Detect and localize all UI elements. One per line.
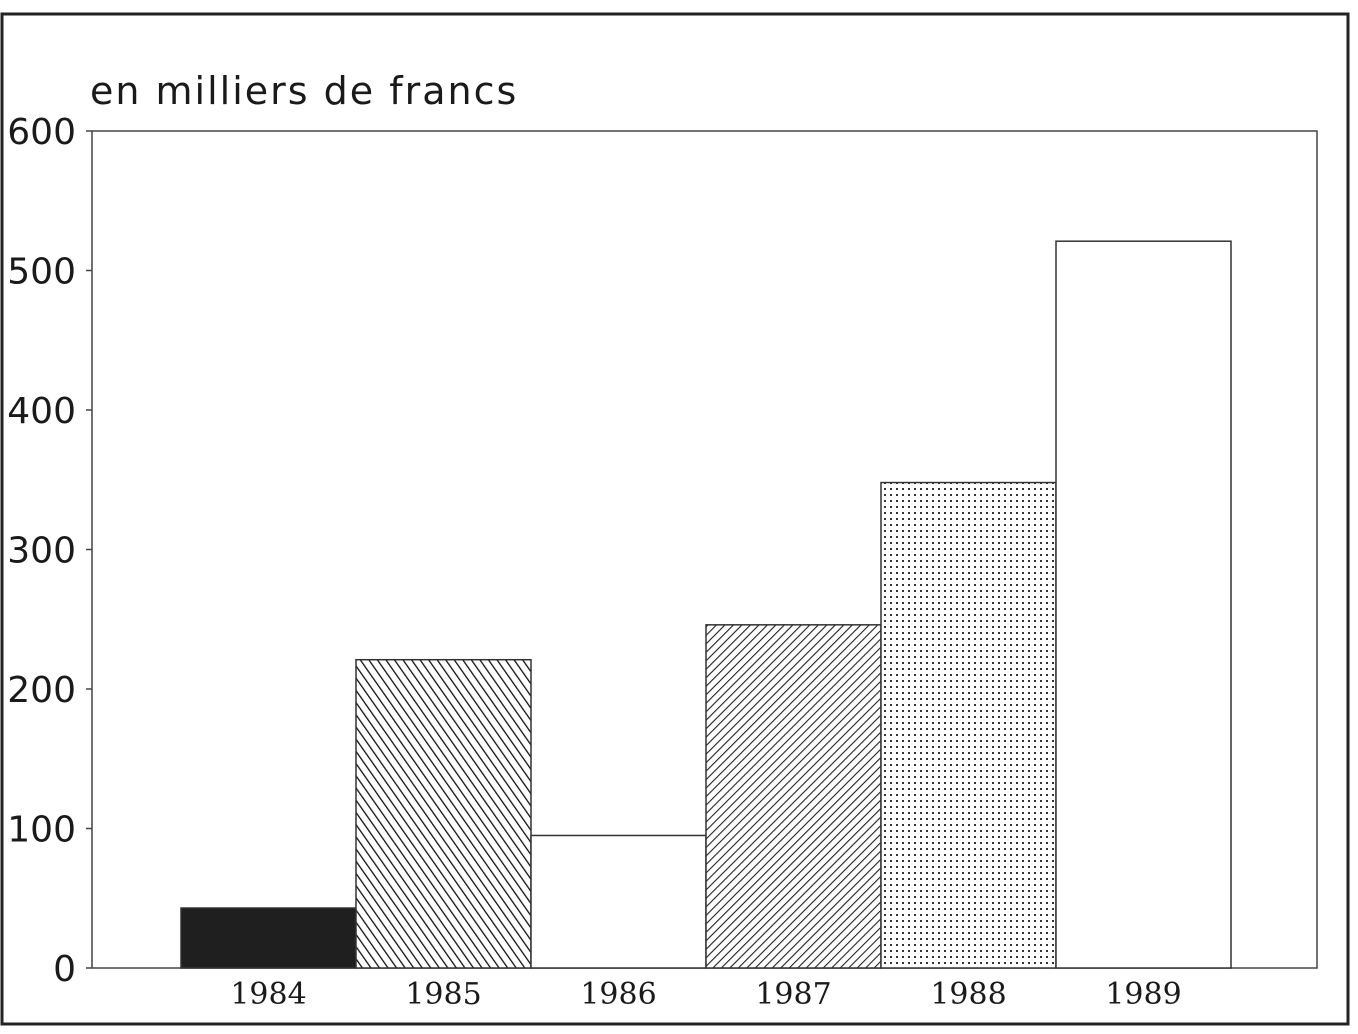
y-tick-label: 0 xyxy=(53,949,76,990)
bar-1989 xyxy=(1055,240,1232,969)
bar-1986 xyxy=(530,834,707,969)
y-tick-label: 300 xyxy=(7,531,76,572)
figure-border xyxy=(0,12,1350,1026)
x-tick-label: 1989 xyxy=(1105,977,1181,1012)
x-tick-label: 1986 xyxy=(580,977,656,1012)
y-tick-label: 500 xyxy=(7,252,76,293)
y-tick-label: 100 xyxy=(7,810,76,851)
x-tick-label: 1985 xyxy=(405,977,481,1012)
y-tick-label: 600 xyxy=(7,112,76,153)
y-axis-label: en milliers de francs xyxy=(90,69,518,113)
x-tick-label: 1987 xyxy=(755,977,831,1012)
y-axis-ticks: 0 100 200 300 400 500 600 xyxy=(7,112,92,990)
bar-1988 xyxy=(880,481,1057,969)
x-tick-label: 1988 xyxy=(930,977,1006,1012)
x-axis-ticks: 1984 1985 1986 1987 1988 1989 xyxy=(230,977,1181,1012)
y-tick-label: 200 xyxy=(7,670,76,711)
y-tick-label: 400 xyxy=(7,391,76,432)
bar-1984 xyxy=(180,907,357,969)
bar-1987 xyxy=(705,624,882,969)
x-tick-label: 1984 xyxy=(230,977,306,1012)
bar-1985 xyxy=(355,658,532,969)
bars xyxy=(180,240,1232,969)
